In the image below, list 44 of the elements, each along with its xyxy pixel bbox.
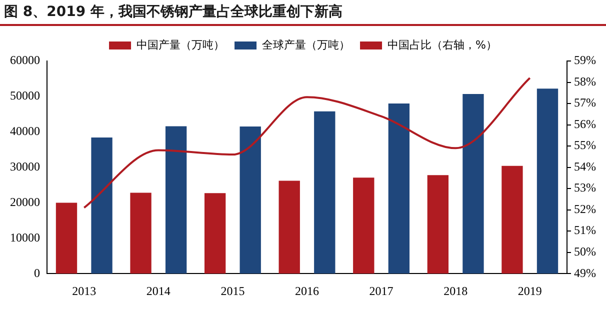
bar xyxy=(314,111,336,274)
y2-tick-label: 52% xyxy=(574,202,596,216)
x-tick-label: 2018 xyxy=(444,284,468,298)
bar xyxy=(91,138,112,274)
y2-tick-label: 50% xyxy=(574,244,596,258)
y2-tick-label: 55% xyxy=(574,138,596,152)
x-tick-label: 2014 xyxy=(146,284,170,298)
y-tick-label: 10000 xyxy=(10,230,40,244)
legend-label: 中国占比（右轴，%） xyxy=(388,38,497,52)
x-tick-label: 2013 xyxy=(72,284,96,298)
bar xyxy=(130,192,152,274)
bar xyxy=(204,193,226,274)
y2-tick-label: 56% xyxy=(574,116,596,131)
line-series xyxy=(83,77,531,209)
y2-tick-label: 59% xyxy=(574,53,596,68)
bar xyxy=(165,126,187,274)
y2-tick-label: 53% xyxy=(574,180,596,195)
bar xyxy=(278,180,300,274)
y-tick-label: 60000 xyxy=(10,53,40,68)
y-tick-label: 20000 xyxy=(10,194,40,209)
y2-tick-label: 57% xyxy=(574,96,596,110)
legend-label: 全球产量（万吨） xyxy=(262,38,350,52)
x-tick-label: 2015 xyxy=(220,284,245,298)
y2-tick-label: 51% xyxy=(574,223,596,238)
bar xyxy=(427,175,449,274)
bar xyxy=(536,88,558,274)
bar xyxy=(56,202,78,274)
y-tick-label: 50000 xyxy=(10,88,40,103)
chart-title: 图 8、2019 年，我国不锈钢产量占全球比重创下新高 xyxy=(0,0,606,26)
bar xyxy=(462,94,484,274)
y2-tick-label: 49% xyxy=(574,266,596,280)
x-tick-label: 2016 xyxy=(295,284,319,298)
bar xyxy=(502,166,523,274)
x-tick-label: 2019 xyxy=(518,284,542,298)
bar xyxy=(240,126,261,274)
y2-tick-label: 54% xyxy=(574,159,596,174)
bar xyxy=(388,104,410,274)
legend-label: 中国产量（万吨） xyxy=(136,38,225,52)
y-tick-label: 40000 xyxy=(10,124,40,138)
y-tick-label: 0 xyxy=(34,266,40,280)
bar xyxy=(353,178,374,274)
x-tick-label: 2017 xyxy=(369,284,394,298)
y-tick-label: 30000 xyxy=(10,159,40,174)
y2-tick-label: 58% xyxy=(574,74,596,88)
